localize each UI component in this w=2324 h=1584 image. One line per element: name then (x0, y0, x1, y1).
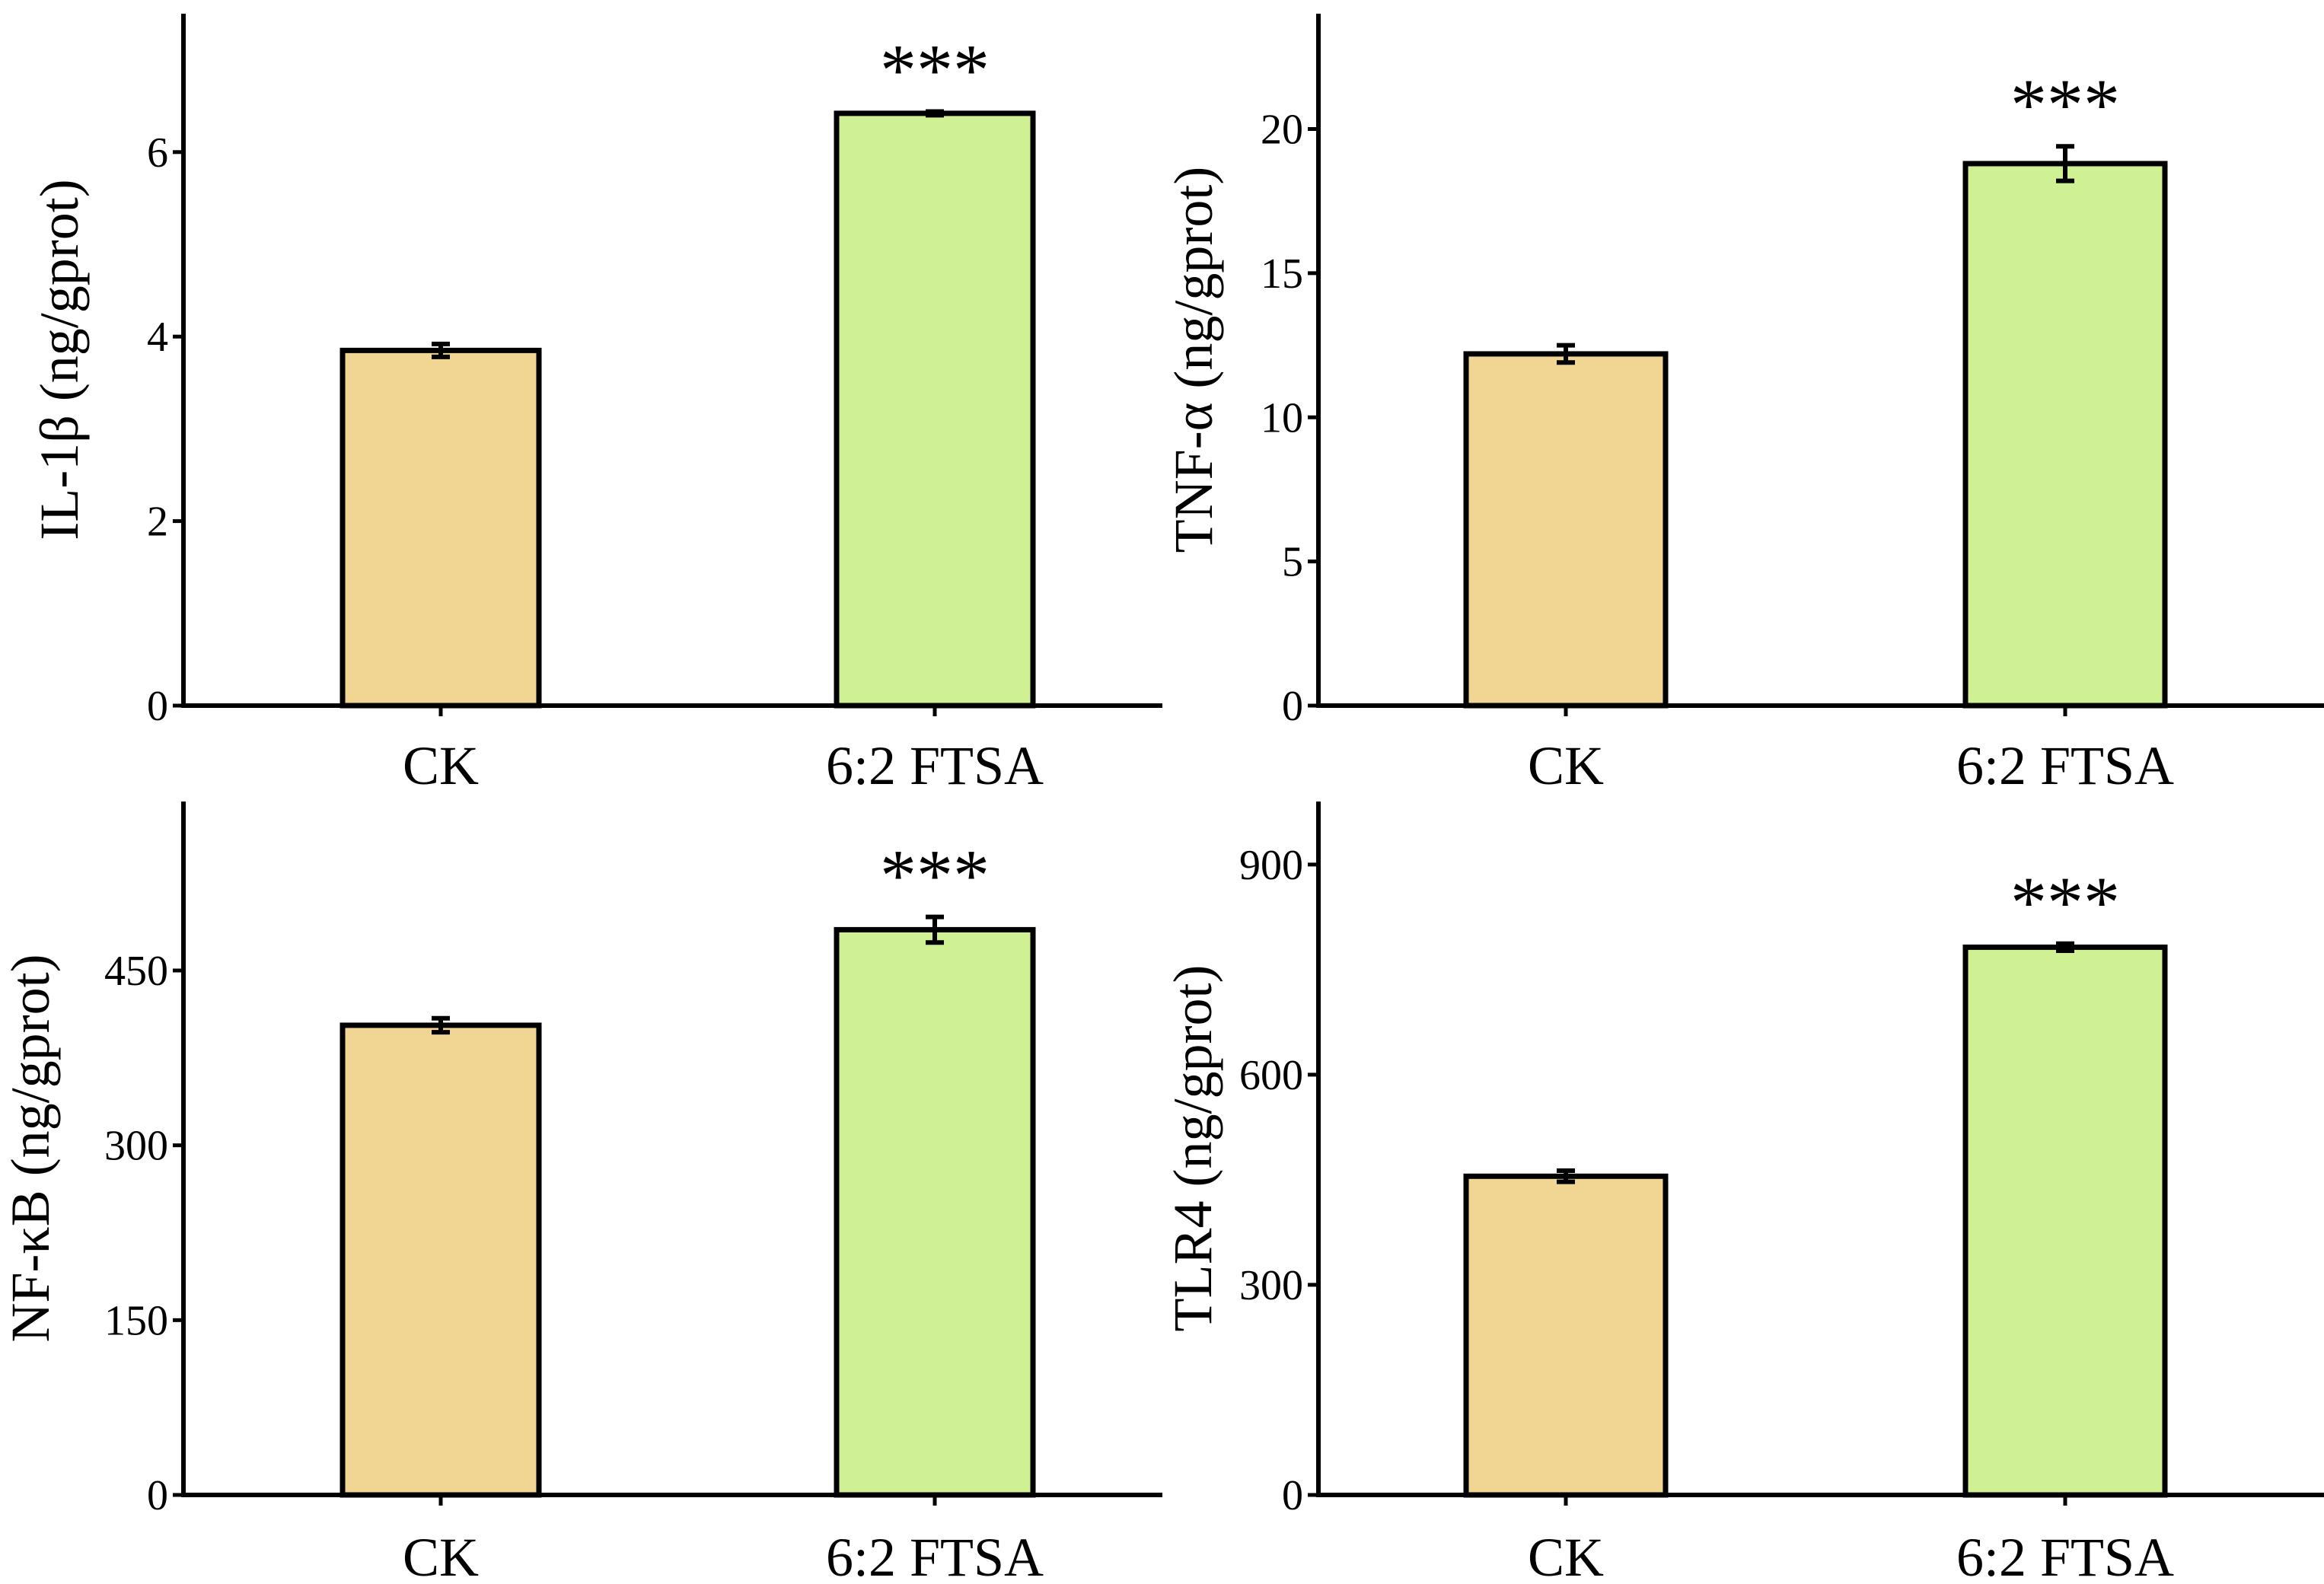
bar-il1b-0 (340, 347, 542, 709)
category-label-nfkb-0: CK (403, 1527, 479, 1584)
y-axis-title-nfkb: NF-κB (ng/gprot) (0, 954, 61, 1342)
chart-svg-tlr4: CK *** 6:2 FTSA 0 300 600 900 TLR4 (ng/gprot) (1162, 802, 2324, 1584)
y-tick-label-tnfa-0: 0 (1282, 683, 1303, 730)
category-label-tnfa-0: CK (1528, 735, 1604, 796)
y-tick-label-nfkb-3: 450 (104, 948, 168, 995)
significance-marker-nfkb: *** (880, 835, 990, 916)
panel-nfkb: CK *** 6:2 FTSA 0 150 300 450 NF-κB (ng/gprot) (0, 792, 1162, 1584)
y-tick-label-tnfa-3: 15 (1261, 250, 1303, 298)
bar-tlr4-1 (1962, 944, 2168, 1498)
chart-svg-tnfa: CK *** 6:2 FTSA 0 5 10 15 20 TNF-α (ng/gprot) (1163, 14, 2324, 796)
y-tick-label-tlr4-0: 0 (1282, 1472, 1303, 1519)
y-tick-label-tnfa-4: 20 (1261, 107, 1303, 154)
significance-marker-tnfa: *** (2010, 64, 2120, 145)
y-tick-label-tlr4-1: 300 (1239, 1262, 1303, 1309)
y-tick-label-tnfa-2: 10 (1261, 394, 1303, 441)
chart-svg-nfkb: CK *** 6:2 FTSA 0 150 300 450 NF-κB (ng/gprot) (0, 802, 1162, 1584)
bar-nfkb-1 (834, 926, 1036, 1498)
category-label-tlr4-1: 6:2 FTSA (1956, 1527, 2174, 1584)
y-tick-label-il1b-3: 6 (147, 129, 168, 177)
category-label-tlr4-0: CK (1528, 1527, 1604, 1584)
category-label-tnfa-1: 6:2 FTSA (1956, 735, 2174, 796)
significance-marker-tlr4: *** (2010, 862, 2120, 943)
y-tick-label-il1b-2: 4 (147, 314, 168, 361)
category-label-il1b-1: 6:2 FTSA (826, 735, 1044, 796)
bar-nfkb-0 (340, 1022, 542, 1498)
panel-tlr4: CK *** 6:2 FTSA 0 300 600 900 TLR4 (ng/gprot) (1162, 792, 2324, 1584)
y-tick-label-il1b-0: 0 (147, 683, 168, 730)
bar-tnfa-1 (1962, 161, 2168, 709)
y-tick-label-tlr4-3: 900 (1239, 842, 1303, 889)
category-label-il1b-0: CK (403, 735, 479, 796)
y-axis-title-il1b: IL-1β (ng/gprot) (29, 179, 90, 540)
chart-svg-il1b: CK *** 6:2 FTSA 0 2 4 6 IL-1β (ng/gprot) (29, 14, 1162, 796)
significance-marker-il1b: *** (880, 29, 990, 110)
y-axis-title-tnfa: TNF-α (ng/gprot) (1163, 167, 1224, 553)
bar-il1b-1 (834, 110, 1036, 709)
panel-tnfa: CK *** 6:2 FTSA 0 5 10 15 20 TNF-α (ng/gprot) (1162, 0, 2324, 796)
category-label-nfkb-1: 6:2 FTSA (826, 1527, 1044, 1584)
panel-il1b: CK *** 6:2 FTSA 0 2 4 6 IL-1β (ng/gprot) (0, 0, 1162, 796)
y-tick-label-il1b-1: 2 (147, 499, 168, 546)
bar-tnfa-0 (1463, 351, 1669, 709)
y-tick-label-nfkb-2: 300 (104, 1123, 168, 1170)
y-tick-label-nfkb-0: 0 (147, 1472, 168, 1519)
y-tick-label-nfkb-1: 150 (104, 1297, 168, 1344)
y-tick-label-tlr4-2: 600 (1239, 1052, 1303, 1099)
y-axis-title-tlr4: TLR4 (ng/gprot) (1162, 965, 1223, 1332)
y-tick-label-tnfa-1: 5 (1282, 539, 1303, 586)
bar-tlr4-0 (1463, 1173, 1669, 1498)
